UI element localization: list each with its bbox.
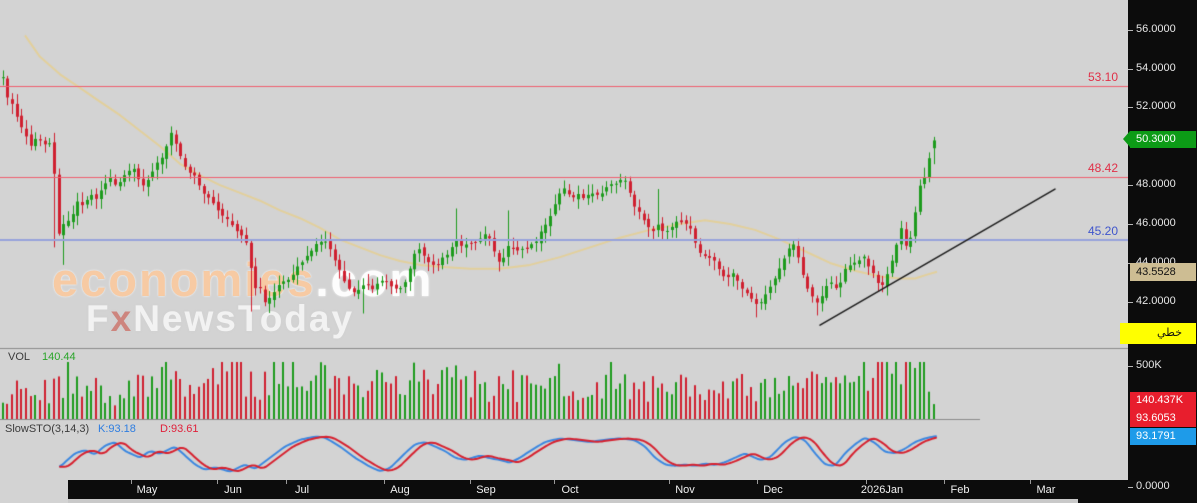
y-tick: [1128, 366, 1133, 367]
volume-current-value: 140.44: [42, 351, 76, 363]
time-axis-label-Sep: Sep: [476, 484, 496, 496]
time-axis-label-Dec: Dec: [763, 484, 783, 496]
time-axis[interactable]: May Jun Jul Aug Sep Oct Nov Dec 2026Jan Feb Mar: [68, 480, 1128, 503]
x-tick: [470, 480, 471, 484]
sto-k-value-badge: 93.1791: [1130, 428, 1196, 445]
level-label-48.42: 48.42: [1087, 160, 1118, 175]
time-axis-label-Nov: Nov: [675, 484, 695, 496]
level-label-45.20: 45.20: [1087, 223, 1118, 238]
chart-mode-badge: خطي: [1120, 323, 1196, 344]
y-tick: [1128, 224, 1133, 225]
bottom-left-corner: [0, 480, 68, 503]
price-tick-label: 42.0000: [1136, 295, 1176, 307]
time-axis-label-May: May: [136, 484, 158, 496]
x-tick: [1030, 480, 1031, 484]
last-price-badge: 50.3000: [1130, 131, 1196, 148]
y-tick: [1128, 487, 1133, 488]
x-tick: [669, 480, 670, 484]
x-tick: [757, 480, 758, 484]
stochastic-k-value: K:93.18: [98, 423, 136, 435]
stochastic-d-value: D:93.61: [160, 423, 199, 435]
level-label-53.10: 53.10: [1087, 70, 1118, 84]
price-tick-label: 56.0000: [1136, 23, 1176, 35]
x-tick: [866, 480, 867, 484]
x-tick: [944, 480, 945, 484]
volume-tick-label: 500K: [1136, 359, 1162, 371]
y-tick: [1128, 302, 1133, 303]
y-tick: [1128, 30, 1133, 31]
price-axis[interactable]: 56.0000 54.0000 52.0000 48.0000 46.0000 44.00…: [1120, 0, 1197, 503]
horizontal-scrollbar[interactable]: [68, 499, 1078, 503]
y-tick: [1128, 69, 1133, 70]
y-tick: [1128, 185, 1133, 186]
stochastic-panel-label: SlowSTO(3,14,3): [5, 423, 90, 435]
ma-value-badge: 43.5528: [1130, 263, 1196, 281]
time-axis-label-Mar: Mar: [1036, 484, 1056, 496]
time-axis-label-Oct: Oct: [561, 484, 579, 496]
volume-panel-label: VOL: [8, 351, 31, 363]
time-axis-label-Jul: Jul: [294, 484, 310, 496]
time-axis-label-Aug: Aug: [390, 484, 410, 496]
price-tick-label: 48.0000: [1136, 178, 1176, 190]
x-tick: [554, 480, 555, 484]
sto-d-value-badge: 93.6053: [1130, 409, 1196, 427]
x-tick: [286, 480, 287, 484]
price-tick-label: 46.0000: [1136, 217, 1176, 229]
y-tick: [1128, 107, 1133, 108]
x-tick: [217, 480, 218, 484]
x-tick: [131, 480, 132, 484]
price-tick-label: 54.0000: [1136, 62, 1176, 74]
volume-value-badge: 140.437K: [1130, 392, 1196, 409]
time-axis-label-2026Jan: 2026Jan: [860, 484, 904, 496]
price-tick-label: 52.0000: [1136, 100, 1176, 112]
price-chart-canvas[interactable]: [0, 0, 1128, 480]
time-axis-label-Feb: Feb: [950, 484, 970, 496]
zero-tick-label: 0.0000: [1136, 480, 1170, 492]
time-axis-label-Jun: Jun: [224, 484, 242, 496]
x-tick: [384, 480, 385, 484]
last-price-badge-arrow: [1123, 131, 1130, 147]
